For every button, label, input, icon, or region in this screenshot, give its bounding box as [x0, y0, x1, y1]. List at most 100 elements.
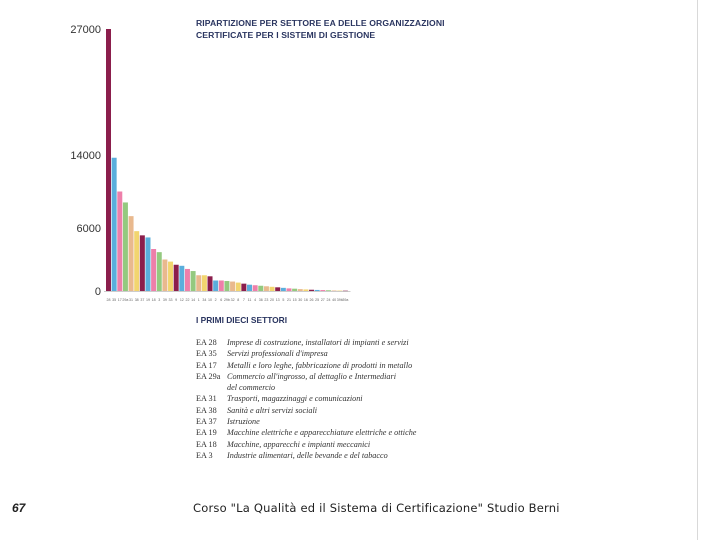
legend-desc: Imprese di costruzione, installatori di … [227, 338, 409, 347]
footer-author: Studio Berni [487, 501, 560, 515]
x-tick-label: 28 [107, 298, 111, 302]
bar [320, 290, 326, 291]
bar [145, 237, 151, 291]
x-tick-label: 29b [224, 298, 230, 302]
bar [179, 265, 185, 291]
x-tick-label: 3 [158, 298, 160, 302]
x-tick-label: 13 [276, 298, 280, 302]
slide-number: 67 [12, 501, 26, 515]
legend-item: EA 38 Sanità e altri servizi sociali [196, 405, 457, 416]
bar [190, 271, 196, 291]
bar [247, 284, 252, 291]
bar [196, 275, 202, 291]
right-divider [697, 0, 698, 540]
bar [218, 280, 224, 291]
legend-desc: Sanità e altri servizi sociali [227, 405, 318, 415]
bar [134, 231, 140, 291]
x-tick-label: 25 [315, 298, 319, 302]
legend-desc: Servizi professionali d'impresa [227, 349, 328, 359]
legend-item: EA 37 Istruzione [196, 416, 457, 427]
bar [292, 288, 298, 291]
bar [342, 290, 348, 292]
x-tick-label: 7 [243, 298, 245, 302]
bar [314, 289, 320, 291]
footer-course-title: Corso "La Qualità ed il Sistema di Certi… [193, 501, 484, 515]
x-tick-label: 9 [175, 298, 177, 302]
legend-item: EA 17 Metalli e loro leghe, fabbricazione… [196, 360, 457, 371]
bar [325, 290, 331, 291]
legend-desc: del commercio [227, 383, 276, 393]
legend-desc: Macchine, apparecchi e impianti meccanic… [227, 439, 371, 449]
x-tick-label: 37 [140, 298, 144, 302]
x-tick-label: 18 [152, 298, 156, 302]
bar [184, 268, 190, 291]
bar [207, 276, 213, 291]
bar [162, 259, 168, 291]
bar [122, 202, 128, 291]
legend-code: EA 18 [196, 439, 217, 449]
legend-title: I PRIMI DIECI SETTORI [196, 315, 288, 325]
x-tick-label: 39b [337, 298, 343, 302]
bar [269, 286, 275, 291]
legend-code: EA 31 [196, 394, 217, 404]
bar [331, 290, 337, 292]
bar [337, 290, 343, 292]
legend-item: del commercio [196, 382, 457, 393]
x-tick-label: 16 [304, 298, 308, 302]
x-tick-label: 31 [129, 298, 133, 302]
x-tick-label: 24 [326, 298, 330, 302]
bar [252, 285, 258, 291]
bar [263, 286, 269, 291]
legend-item: EA 35 Servizi professionali d'impresa [196, 348, 457, 359]
legend-desc: Istruzione [227, 417, 260, 427]
bar [235, 282, 241, 291]
bar [224, 281, 230, 291]
bar [168, 261, 174, 291]
legend-item: EA 31 Trasporti, magazzinaggi e comunicaz… [196, 393, 457, 404]
bar [309, 289, 315, 291]
legend-desc: Industrie alimentari, delle bevande e de… [227, 450, 388, 460]
x-tick-label: 2 [215, 298, 217, 302]
y-tick-label: 14000 [70, 150, 101, 162]
x-tick-label: 33 [169, 298, 173, 302]
x-tick-label: 15 [293, 298, 297, 302]
sector-legend: EA 28 Imprese di costruzione, installator… [196, 337, 457, 461]
legend-code: EA 17 [196, 360, 217, 370]
legend-desc: Metalli e loro leghe, fabbricazione di p… [227, 360, 413, 370]
legend-code: EA 3 [196, 450, 213, 460]
legend-desc: Trasporti, magazzinaggi e comunicazioni [227, 394, 363, 404]
bar [139, 235, 145, 291]
legend-code: EA 28 [196, 338, 217, 347]
chart-title-line-1: RIPARTIZIONE PER SETTORE EA DELLE ORGANI… [196, 18, 445, 28]
y-tick-label: 6000 [77, 223, 101, 235]
x-tick-label: 1 [198, 298, 200, 302]
bar [297, 289, 303, 291]
x-tick-label: 17 [118, 298, 122, 302]
y-tick-label: 0 [95, 286, 101, 298]
legend-item: EA 18 Macchine, apparecchi e impianti mec… [196, 439, 457, 450]
x-tick-label: 32 [231, 298, 235, 302]
x-tick-label: 5 [282, 298, 284, 302]
x-tick-label: 23 [264, 298, 268, 302]
x-tick-label: 30 [298, 298, 302, 302]
legend-item: EA 19 Macchine elettriche e apparecchiatu… [196, 427, 457, 438]
bar [173, 264, 179, 291]
bar [106, 29, 111, 291]
x-tick-label: 40 [332, 298, 336, 302]
legend-desc: Macchine elettriche e apparecchiature el… [227, 428, 417, 438]
x-tick-label: 22 [185, 298, 189, 302]
x-tick-label: 20 [270, 298, 274, 302]
legend-item: EA 29a Commercio all'ingrosso, al dettagl… [196, 371, 457, 382]
bar [286, 288, 292, 292]
x-tick-label: 27 [321, 298, 325, 302]
x-tick-label: 10 [208, 298, 212, 302]
y-tick-label: 27000 [70, 24, 101, 36]
bar [230, 281, 236, 291]
legend-item: EA 3 Industrie alimentari, delle bevande … [196, 450, 457, 461]
x-tick-label: 8 [237, 298, 239, 302]
bar [275, 287, 281, 291]
bar [151, 249, 157, 291]
x-tick-label: 21 [287, 298, 291, 302]
x-tick-label: 14 [191, 298, 195, 302]
